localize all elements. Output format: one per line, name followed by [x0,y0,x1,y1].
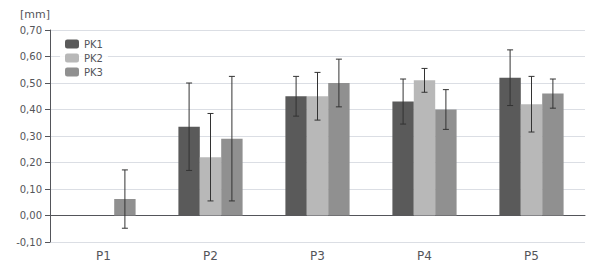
svg-text:0,20: 0,20 [20,157,42,168]
svg-text:0,10: 0,10 [20,184,42,195]
svg-text:P1: P1 [96,249,111,263]
svg-text:0,70: 0,70 [20,25,42,36]
svg-text:0,60: 0,60 [20,51,42,62]
svg-text:[mm]: [mm] [20,8,50,21]
svg-text:P4: P4 [417,249,432,263]
svg-text:0,30: 0,30 [20,131,42,142]
svg-text:PK1: PK1 [84,39,103,50]
svg-text:P5: P5 [524,249,539,263]
svg-text:0,40: 0,40 [20,104,42,115]
svg-text:PK2: PK2 [84,53,103,64]
svg-text:PK3: PK3 [84,67,103,78]
svg-text:P3: P3 [310,249,325,263]
svg-text:0,50: 0,50 [20,78,42,89]
svg-text:P2: P2 [203,249,218,263]
svg-text:-0,10: -0,10 [16,237,42,248]
svg-text:0,00: 0,00 [20,210,42,221]
